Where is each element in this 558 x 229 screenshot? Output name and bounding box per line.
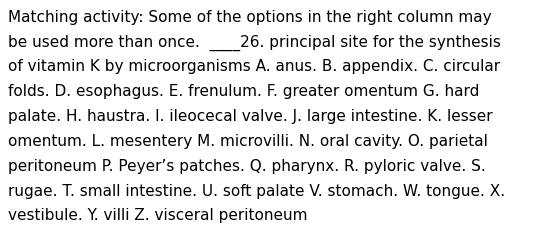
Text: Matching activity: Some of the options in the right column may: Matching activity: Some of the options i… — [8, 10, 492, 25]
Text: be used more than once.  ____26. principal site for the synthesis: be used more than once. ____26. principa… — [8, 34, 501, 50]
Text: folds. D. esophagus. E. frenulum. F. greater omentum G. hard: folds. D. esophagus. E. frenulum. F. gre… — [8, 84, 479, 99]
Text: vestibule. Y. villi Z. visceral peritoneum: vestibule. Y. villi Z. visceral peritone… — [8, 207, 307, 222]
Text: of vitamin K by microorganisms A. anus. B. appendix. C. circular: of vitamin K by microorganisms A. anus. … — [8, 59, 500, 74]
Text: rugae. T. small intestine. U. soft palate V. stomach. W. tongue. X.: rugae. T. small intestine. U. soft palat… — [8, 183, 505, 198]
Text: palate. H. haustra. I. ileocecal valve. J. large intestine. K. lesser: palate. H. haustra. I. ileocecal valve. … — [8, 109, 493, 123]
Text: omentum. L. mesentery M. microvilli. N. oral cavity. O. parietal: omentum. L. mesentery M. microvilli. N. … — [8, 133, 488, 148]
Text: peritoneum P. Peyer’s patches. Q. pharynx. R. pyloric valve. S.: peritoneum P. Peyer’s patches. Q. pharyn… — [8, 158, 485, 173]
